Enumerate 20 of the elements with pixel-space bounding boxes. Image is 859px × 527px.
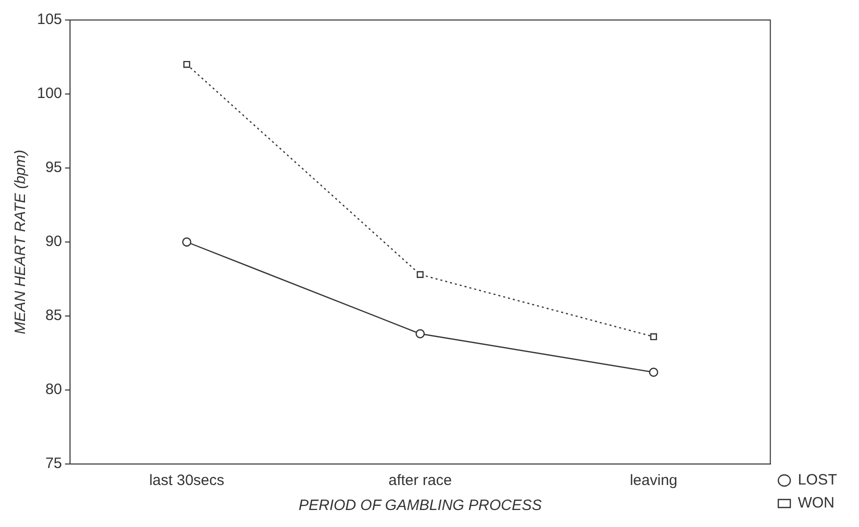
point	[183, 60, 190, 68]
legend-label: WON	[798, 494, 834, 512]
y-tick-label: 85	[45, 307, 62, 324]
y-tick-label: 75	[45, 455, 62, 472]
point	[650, 333, 658, 340]
point	[416, 329, 425, 338]
point	[649, 368, 658, 377]
x-tick-label: last 30secs	[149, 472, 224, 490]
y-tick-label: 95	[45, 159, 62, 176]
point	[416, 271, 424, 278]
x-tick-label: after race	[388, 472, 452, 490]
y-tick-label: 105	[36, 11, 62, 28]
y-axis-title: MEAN HEART RATE (bpm)	[12, 150, 30, 334]
y-tick-label: 90	[45, 233, 62, 250]
point	[182, 237, 192, 247]
legend-label: LOST	[798, 472, 838, 489]
y-tick-label: 100	[36, 85, 62, 102]
x-axis-title: PERIOD OF GAMBLING PROCESS	[298, 497, 542, 514]
y-tick-label: 80	[45, 381, 62, 398]
x-tick-label: leaving	[630, 472, 678, 490]
